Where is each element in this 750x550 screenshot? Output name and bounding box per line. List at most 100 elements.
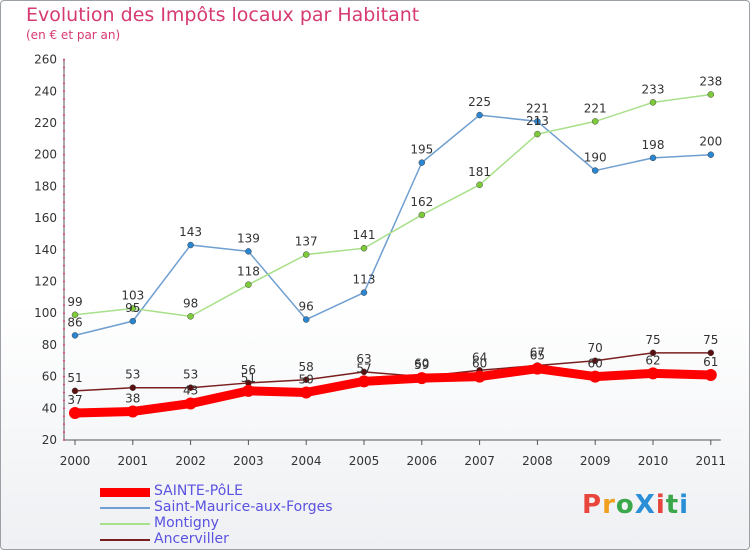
- logo-letter: o: [615, 490, 635, 520]
- data-point: [591, 118, 599, 125]
- data-point: [360, 368, 368, 376]
- data-label: 113: [353, 273, 376, 287]
- legend: SAINTE-PôLE Saint-Maurice-aux-Forges Mon…: [100, 483, 420, 548]
- data-point: [242, 384, 255, 397]
- data-label: 38: [125, 391, 140, 405]
- y-minor-tick: [63, 415, 65, 418]
- y-tick-label: 240: [34, 84, 57, 98]
- data-label: 67: [530, 346, 545, 360]
- y-minor-tick: [63, 209, 65, 212]
- data-point: [71, 311, 79, 319]
- data-label: 56: [241, 363, 256, 377]
- data-point: [187, 313, 194, 320]
- data-point: [71, 332, 79, 339]
- x-tick-label: 2009: [580, 454, 611, 468]
- y-minor-tick: [63, 439, 65, 441]
- data-label: 60: [414, 357, 429, 371]
- series-line-0: [74, 364, 711, 418]
- x-tick-label: 2011: [696, 454, 727, 468]
- axes: 20 40 60 80 100 120 140 160 180 200 220 240 260 2000 2…: [34, 53, 726, 468]
- y-minor-tick: [63, 407, 65, 410]
- data-point: [591, 167, 599, 174]
- data-point: [358, 375, 370, 388]
- data-label: 221: [526, 101, 549, 115]
- data-point: [300, 386, 313, 399]
- y-minor-tick: [63, 58, 65, 61]
- y-minor-tick: [63, 288, 65, 291]
- y-minor-tick: [63, 90, 65, 93]
- y-minor-tick: [63, 264, 65, 267]
- y-minor-tick: [63, 312, 65, 315]
- data-label: 62: [645, 353, 660, 367]
- x-tick-label: 2004: [291, 454, 322, 468]
- data-point: [126, 405, 139, 418]
- data-label: 103: [121, 288, 144, 302]
- legend-item-saint-maurice: Saint-Maurice-aux-Forges: [100, 499, 420, 516]
- data-label: 43: [183, 384, 198, 398]
- data-point: [184, 397, 197, 410]
- legend-label: SAINTE-PôLE: [154, 483, 243, 499]
- data-point: [473, 370, 486, 383]
- data-label: 53: [183, 368, 198, 382]
- y-minor-tick: [63, 114, 65, 117]
- y-minor-tick: [63, 225, 65, 228]
- data-label: 225: [468, 95, 491, 109]
- x-tick-label: 2010: [638, 454, 669, 468]
- legend-item-ancerviller: Ancerviller: [100, 531, 420, 548]
- y-minor-tick: [63, 399, 65, 402]
- data-labels: 86 95 143 139 96 113 195 225 221 190 198 200 99 103 98…: [67, 74, 722, 407]
- x-tick-label: 2001: [118, 454, 149, 468]
- data-point: [531, 362, 544, 375]
- legend-label: Ancerviller: [154, 531, 229, 547]
- data-label: 200: [699, 135, 722, 149]
- proxiti-logo: ProXiti: [582, 490, 689, 520]
- data-label: 95: [125, 301, 140, 315]
- chart-title: Evolution des Impôts locaux par Habitant: [26, 4, 420, 26]
- y-minor-tick: [63, 343, 65, 346]
- y-minor-tick: [63, 232, 65, 235]
- legend-swatch: [100, 523, 150, 525]
- chart-subtitle: (en € et par an): [26, 28, 121, 42]
- y-minor-tick: [63, 240, 65, 243]
- data-label: 96: [299, 300, 314, 314]
- data-point: [707, 349, 715, 357]
- data-label: 63: [356, 352, 371, 366]
- y-minor-tick: [63, 431, 65, 434]
- y-minor-tick: [63, 201, 65, 204]
- y-tick-label: 80: [42, 338, 57, 352]
- logo-letter: i: [655, 490, 666, 520]
- y-minor-tick: [63, 129, 65, 132]
- data-label: 198: [642, 138, 665, 152]
- series-line-1: [74, 114, 711, 337]
- data-point: [418, 159, 426, 166]
- data-point: [187, 384, 194, 391]
- y-minor-tick: [63, 328, 65, 331]
- data-label: 143: [179, 225, 202, 239]
- data-point: [129, 305, 137, 312]
- data-label: 65: [530, 349, 545, 363]
- data-point: [360, 244, 368, 252]
- y-tick-label: 20: [42, 433, 57, 447]
- data-label: 233: [642, 82, 665, 96]
- y-minor-tick: [63, 66, 65, 69]
- data-label: 213: [526, 114, 549, 128]
- x-tick-label: 2002: [175, 454, 206, 468]
- data-point: [415, 372, 428, 385]
- x-tick-label: 2003: [233, 454, 264, 468]
- data-label: 99: [67, 295, 82, 309]
- y-minor-tick: [63, 74, 65, 77]
- y-minor-tick: [63, 304, 65, 307]
- data-label: 57: [356, 361, 371, 375]
- y-minor-tick: [63, 272, 65, 275]
- legend-swatch: [100, 539, 150, 541]
- data-label: 53: [125, 368, 140, 382]
- y-minor-tick: [63, 169, 65, 172]
- y-minor-tick: [63, 106, 65, 109]
- data-label: 86: [67, 315, 82, 329]
- legend-swatch: [100, 487, 150, 497]
- data-point: [534, 118, 541, 125]
- y-tick-label: 200: [34, 148, 57, 162]
- y-minor-tick: [63, 153, 65, 156]
- data-point: [649, 349, 657, 357]
